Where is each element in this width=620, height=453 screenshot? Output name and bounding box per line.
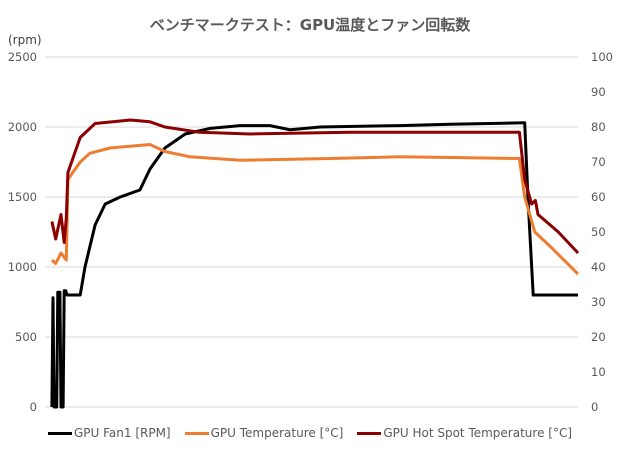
y-right-tick-label: 60 [591, 190, 606, 204]
y-left-tick-label: 1000 [8, 260, 37, 274]
y-left-tick-label: 1500 [8, 190, 37, 204]
y-right-tick-label: 50 [591, 225, 606, 239]
legend-label: GPU Fan1 [RPM] [73, 426, 171, 440]
legend-item: GPU Fan1 [RPM] [47, 426, 171, 440]
series-line-0 [50, 121, 578, 409]
y-right-tick-label: 90 [591, 85, 606, 99]
chart-title: ベンチマークテスト：GPU温度とファン回転数 [149, 16, 471, 34]
y-right-tick-label: 30 [591, 295, 606, 309]
y-right-tick-label: 0 [591, 400, 598, 414]
legend-swatch [47, 431, 72, 435]
series-line-1 [50, 143, 580, 276]
y-left-tick-label: 2500 [8, 50, 37, 64]
legend-swatch [357, 431, 382, 435]
y-left-tick-label: 0 [30, 400, 37, 414]
legend-swatch [184, 431, 209, 435]
y-right-tick-label: 80 [591, 120, 606, 134]
y-right-tick-label: 20 [591, 330, 606, 344]
legend-item: GPU Hot Spot Temperature [°C] [357, 426, 572, 440]
y-right-tick-label: 10 [591, 365, 606, 379]
legend-label: GPU Hot Spot Temperature [°C] [383, 426, 573, 440]
y-right-tick-label: 70 [591, 155, 606, 169]
legend-item: GPU Temperature [°C] [184, 426, 344, 440]
y-left-tick-label: 500 [15, 330, 37, 344]
legend: GPU Fan1 [RPM] GPU Temperature [°C] GPU Ho… [0, 426, 620, 440]
series-line-2 [50, 118, 580, 255]
y-axis-label: (rpm) [8, 33, 42, 47]
legend-label: GPU Temperature [°C] [210, 426, 344, 440]
y-left-tick-label: 2000 [8, 120, 37, 134]
y-right-tick-label: 100 [591, 50, 613, 64]
y-right-tick-label: 40 [591, 260, 606, 274]
